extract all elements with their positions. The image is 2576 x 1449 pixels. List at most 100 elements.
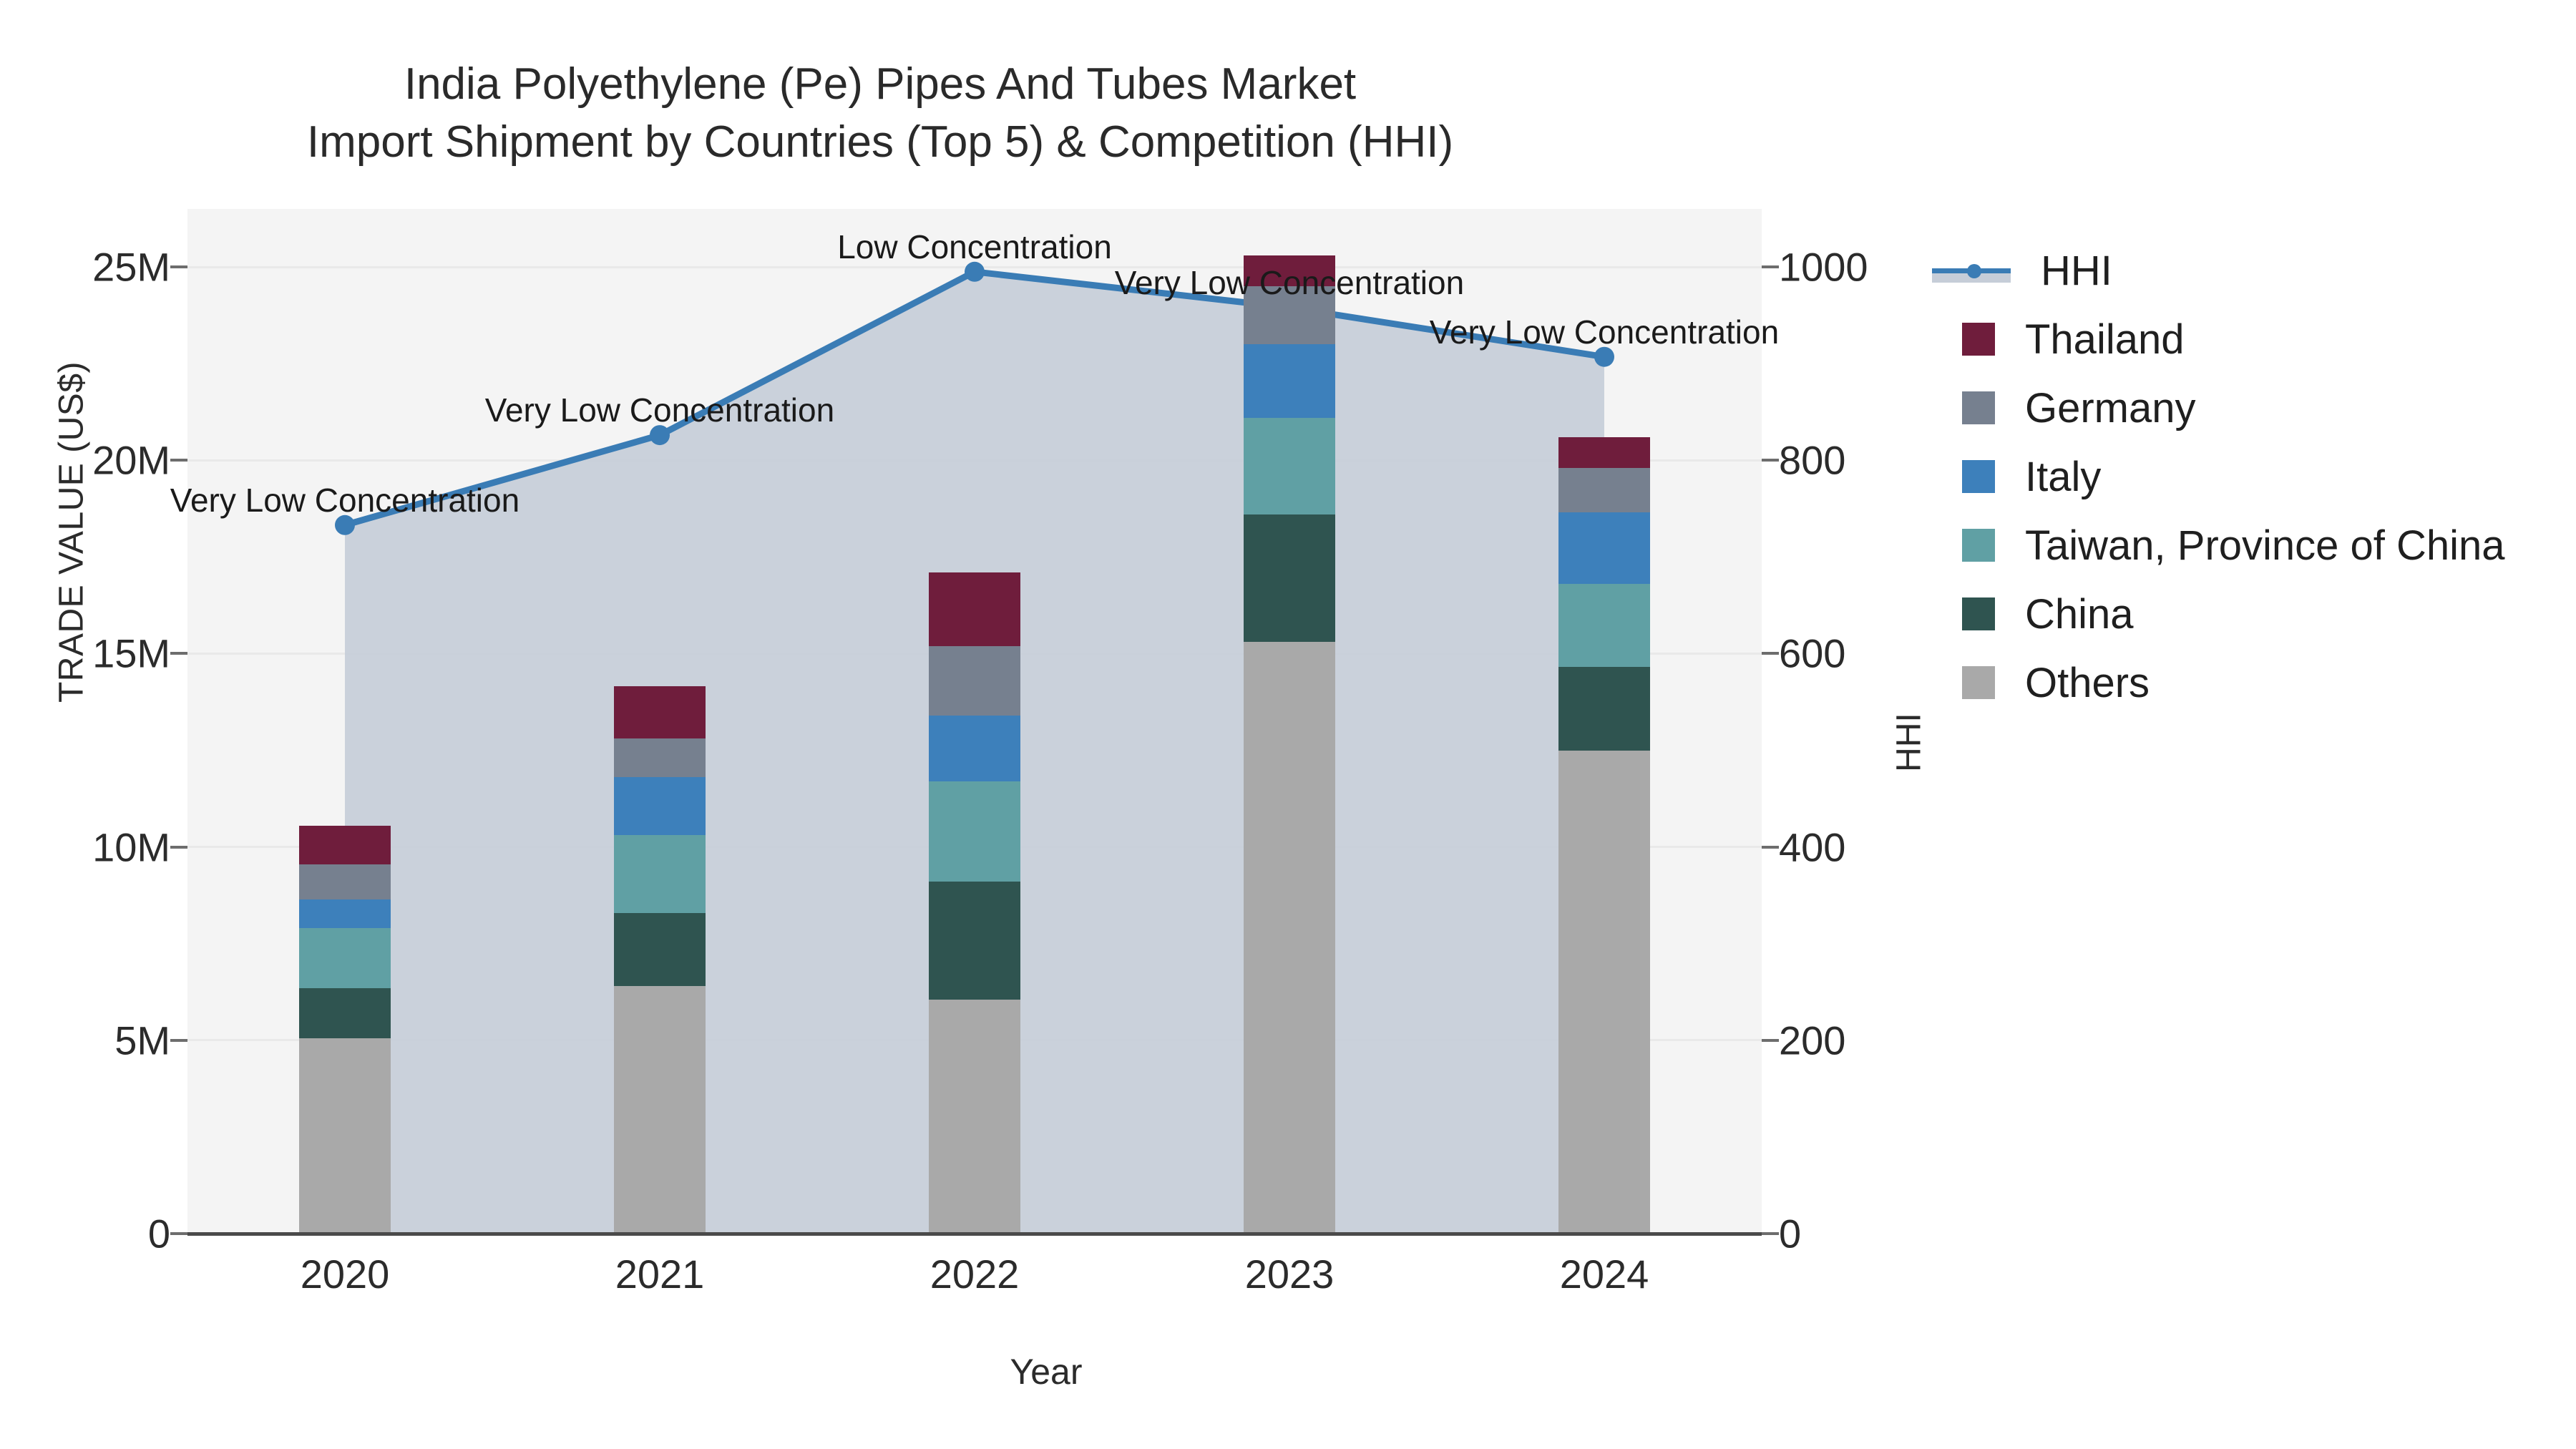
plot-area xyxy=(187,209,1762,1234)
legend-label: Taiwan, Province of China xyxy=(2025,522,2505,569)
y-axis-label: TRADE VALUE (US$) xyxy=(52,361,91,703)
bar-segment-taiwan-province-of-china[interactable] xyxy=(929,781,1020,882)
bar-segment-thailand[interactable] xyxy=(614,686,706,739)
y-axis-tick-label: 0 xyxy=(147,1211,170,1257)
bar-stack[interactable] xyxy=(929,572,1020,1234)
x-axis-tick-label: 2022 xyxy=(930,1252,1020,1297)
bar-segment-thailand[interactable] xyxy=(1558,436,1650,469)
bar-segment-china[interactable] xyxy=(1558,667,1650,751)
secondary-y-axis-tick-label: 600 xyxy=(1779,630,1846,676)
legend-label: Thailand xyxy=(2025,316,2185,363)
x-axis-tick-label: 2023 xyxy=(1244,1252,1335,1297)
bar-stack[interactable] xyxy=(299,825,391,1234)
hhi-annotation: Very Low Concentration xyxy=(170,481,520,519)
y-axis-tick-label: 5M xyxy=(114,1018,170,1063)
bar-segment-taiwan-province-of-china[interactable] xyxy=(1244,417,1335,514)
legend-label: China xyxy=(2025,590,2134,638)
bar-segment-italy[interactable] xyxy=(1244,344,1335,418)
bar-segment-china[interactable] xyxy=(299,987,391,1039)
bar-segment-others[interactable] xyxy=(1558,750,1650,1234)
legend-item[interactable]: Taiwan, Province of China xyxy=(1932,511,2562,580)
legend-item[interactable]: Thailand xyxy=(1932,305,2562,374)
secondary-y-axis-tick-mark xyxy=(1762,1232,1779,1235)
secondary-y-axis-tick-label: 1000 xyxy=(1779,244,1868,290)
x-axis-label: Year xyxy=(1010,1352,1083,1392)
legend-swatch-icon xyxy=(1962,460,1995,493)
y-axis-tick-label: 10M xyxy=(92,824,170,870)
bar-stack[interactable] xyxy=(1558,436,1650,1234)
y-axis-tick-label: 15M xyxy=(92,630,170,676)
legend-line-marker-icon xyxy=(1932,254,2011,287)
bar-segment-germany[interactable] xyxy=(614,738,706,778)
x-axis-tick-label: 2020 xyxy=(300,1252,390,1297)
hhi-annotation: Very Low Concentration xyxy=(484,391,835,429)
x-axis-tick-label: 2024 xyxy=(1559,1252,1649,1297)
chart-title-line-1: India Polyethylene (Pe) Pipes And Tubes … xyxy=(404,59,1357,109)
bar-stack[interactable] xyxy=(614,686,706,1234)
legend-item[interactable]: Germany xyxy=(1932,374,2562,442)
hhi-annotation: Low Concentration xyxy=(837,228,1112,265)
legend-swatch-icon xyxy=(1962,323,1995,356)
hhi-point[interactable] xyxy=(335,514,355,535)
bar-segment-italy[interactable] xyxy=(614,777,706,836)
legend-label: HHI xyxy=(2041,247,2112,294)
bar-segment-others[interactable] xyxy=(929,1000,1020,1234)
bar-segment-germany[interactable] xyxy=(1558,468,1650,513)
bar-segment-china[interactable] xyxy=(929,882,1020,1000)
hhi-point[interactable] xyxy=(650,425,670,446)
bar-segment-taiwan-province-of-china[interactable] xyxy=(299,928,391,988)
legend-item[interactable]: China xyxy=(1932,580,2562,648)
y-axis-tick-mark xyxy=(170,265,187,269)
x-axis-tick-label: 2021 xyxy=(615,1252,705,1297)
legend-item[interactable]: Italy xyxy=(1932,442,2562,511)
bar-segment-others[interactable] xyxy=(299,1038,391,1234)
x-axis-line xyxy=(187,1232,1762,1236)
secondary-y-axis-tick-label: 400 xyxy=(1779,824,1846,870)
chart-title: India Polyethylene (Pe) Pipes And Tubes … xyxy=(0,56,1760,171)
bar-segment-italy[interactable] xyxy=(1558,512,1650,585)
secondary-y-axis-tick-mark xyxy=(1762,845,1779,849)
bar-segment-italy[interactable] xyxy=(929,715,1020,781)
secondary-y-axis-tick-label: 200 xyxy=(1779,1018,1846,1063)
bar-segment-germany[interactable] xyxy=(929,645,1020,716)
legend-swatch-icon xyxy=(1962,597,1995,630)
bar-segment-italy[interactable] xyxy=(299,899,391,929)
hhi-point[interactable] xyxy=(1594,346,1614,367)
y-axis-tick-label: 20M xyxy=(92,437,170,483)
secondary-y-axis-tick-mark xyxy=(1762,1038,1779,1042)
legend-swatch-icon xyxy=(1962,391,1995,424)
bar-segment-china[interactable] xyxy=(1244,514,1335,643)
legend: HHI Thailand Germany Italy Taiwan, Province … xyxy=(1932,236,2562,717)
legend-swatch-icon xyxy=(1962,529,1995,562)
secondary-y-axis-label: HHI xyxy=(1890,713,1928,772)
y-axis-tick-label: 25M xyxy=(92,244,170,290)
bar-segment-china[interactable] xyxy=(614,912,706,987)
bar-segment-thailand[interactable] xyxy=(929,572,1020,646)
legend-item[interactable]: Others xyxy=(1932,648,2562,717)
bar-segment-taiwan-province-of-china[interactable] xyxy=(1558,584,1650,668)
secondary-y-axis-tick-mark xyxy=(1762,459,1779,462)
bar-segment-others[interactable] xyxy=(1244,642,1335,1234)
bar-segment-thailand[interactable] xyxy=(1244,255,1335,287)
legend-label: Germany xyxy=(2025,384,2196,431)
hhi-annotation: Very Low Concentration xyxy=(1114,263,1465,301)
y-axis-tick-mark xyxy=(170,1038,187,1042)
chart-title-line-2: Import Shipment by Countries (Top 5) & C… xyxy=(306,117,1454,167)
secondary-y-axis-tick-label: 800 xyxy=(1779,437,1846,483)
bar-stack[interactable] xyxy=(1244,255,1335,1234)
bar-segment-thailand[interactable] xyxy=(299,825,391,864)
bar-segment-taiwan-province-of-china[interactable] xyxy=(614,835,706,913)
y-axis-tick-mark xyxy=(170,845,187,849)
hhi-annotation: Very Low Concentration xyxy=(1429,313,1780,351)
bar-segment-germany[interactable] xyxy=(299,864,391,899)
bar-segment-germany[interactable] xyxy=(1244,286,1335,345)
bar-segment-others[interactable] xyxy=(614,986,706,1234)
secondary-y-axis-tick-mark xyxy=(1762,265,1779,269)
y-axis-tick-mark xyxy=(170,459,187,462)
y-axis-tick-mark xyxy=(170,652,187,655)
legend-swatch-icon xyxy=(1962,666,1995,699)
hhi-point[interactable] xyxy=(965,261,985,282)
legend-item[interactable]: HHI xyxy=(1932,236,2562,305)
legend-label: Others xyxy=(2025,659,2150,706)
